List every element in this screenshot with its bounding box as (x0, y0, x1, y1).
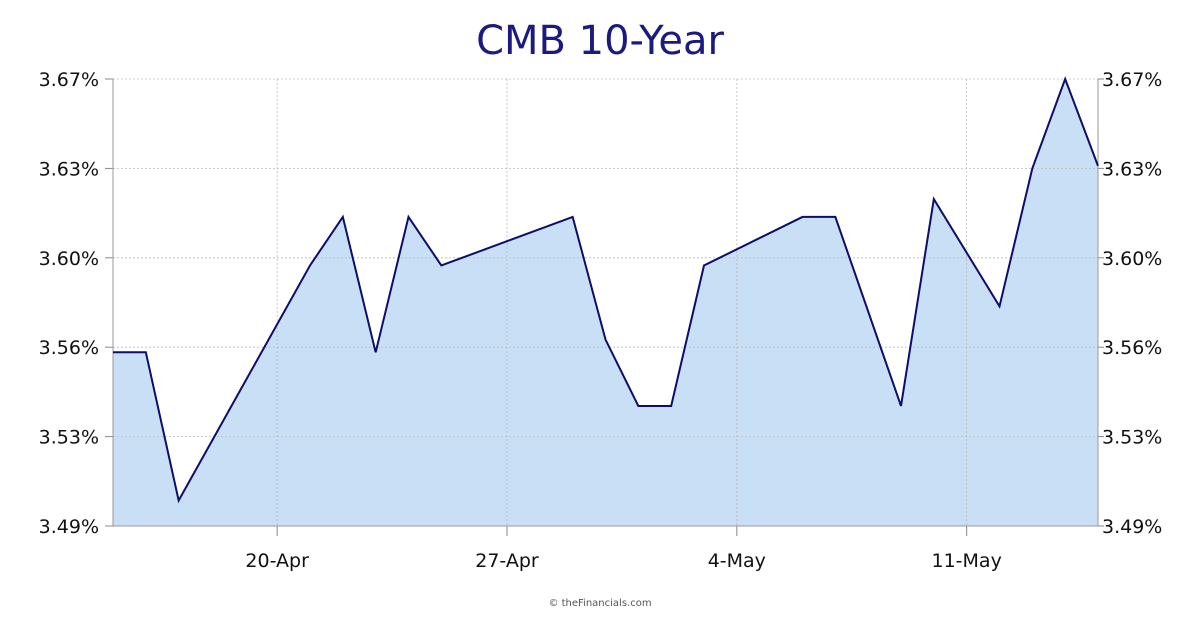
y-tick-label-left: 3.63% (39, 158, 99, 180)
y-tick-label-right: 3.53% (1102, 427, 1162, 449)
y-tick-label-right: 3.60% (1102, 248, 1162, 270)
y-tick-label-right: 3.63% (1102, 158, 1162, 180)
x-tick-label: 20-Apr (245, 550, 309, 572)
x-tick-label: 4-May (708, 550, 766, 572)
x-tick-label: 11-May (932, 550, 1002, 572)
y-tick-label-left: 3.53% (39, 427, 99, 449)
credit-text: © theFinancials.com (548, 598, 652, 609)
y-tick-label-left: 3.56% (39, 337, 99, 359)
chart-title: CMB 10-Year (476, 18, 724, 64)
y-tick-label-right: 3.56% (1102, 337, 1162, 359)
y-tick-label-right: 3.49% (1102, 516, 1162, 538)
area-fill (113, 79, 1098, 526)
y-tick-label-left: 3.67% (39, 69, 99, 91)
y-tick-label-left: 3.49% (39, 516, 99, 538)
y-tick-label-right: 3.67% (1102, 69, 1162, 91)
y-tick-label-left: 3.60% (39, 248, 99, 270)
series-line (113, 76, 1099, 504)
x-tick-label: 27-Apr (475, 550, 539, 572)
